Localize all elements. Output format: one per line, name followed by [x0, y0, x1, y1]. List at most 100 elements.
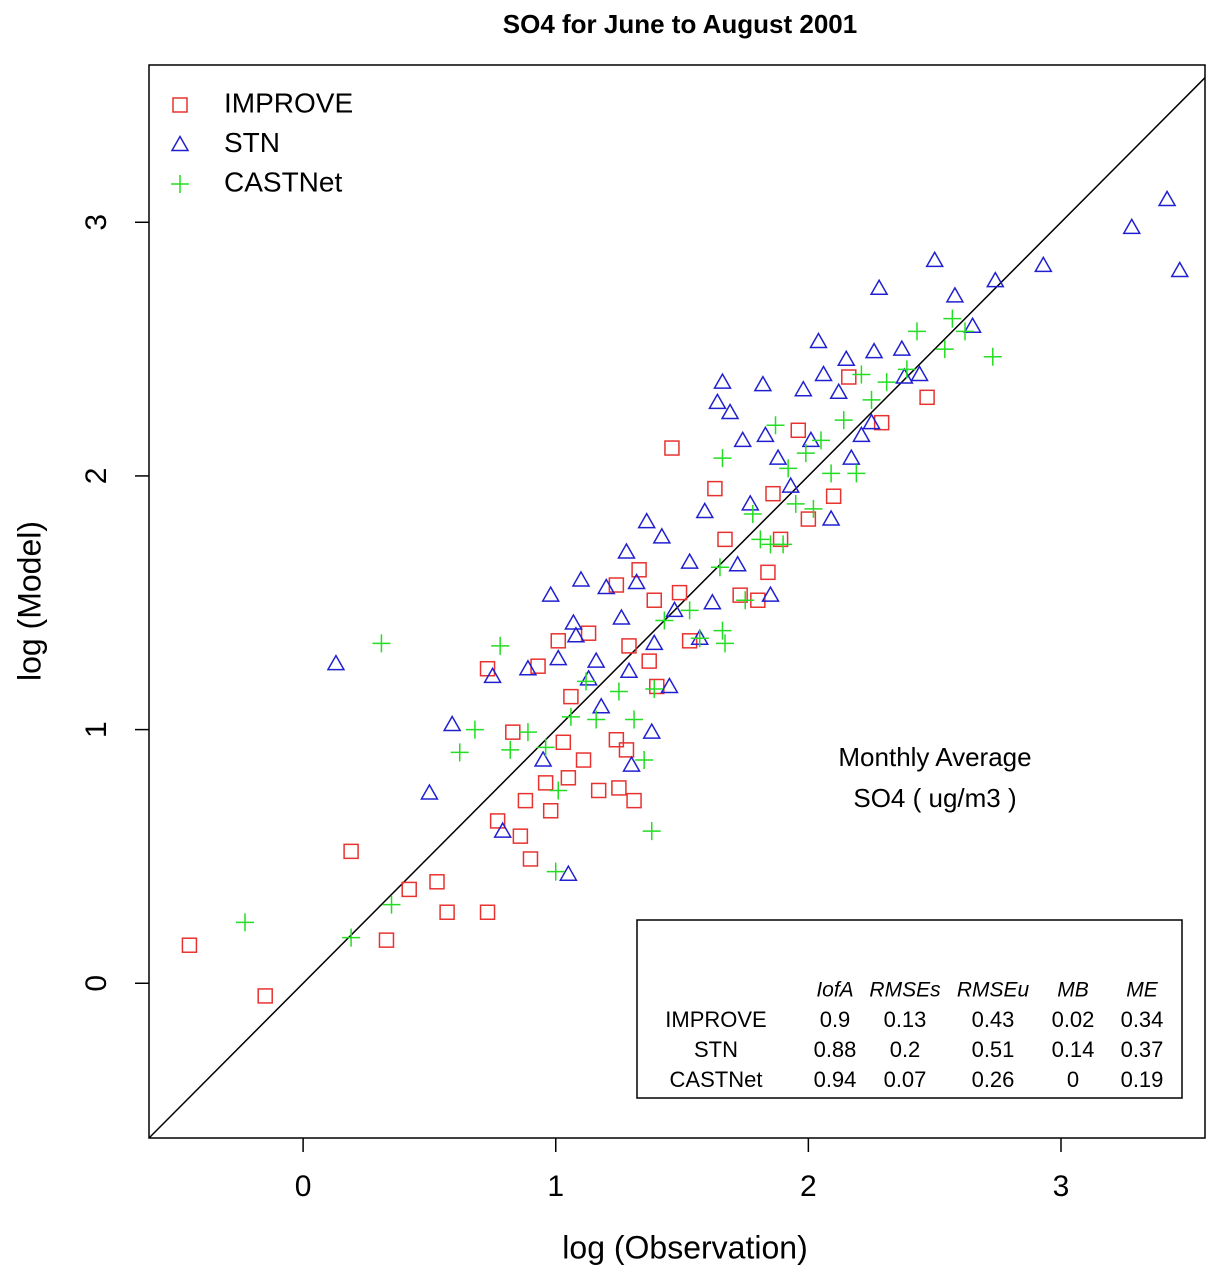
- x-tick-label: 2: [800, 1170, 817, 1203]
- point: [761, 585, 780, 602]
- point: [873, 414, 890, 431]
- point: [549, 781, 568, 800]
- point: [825, 488, 842, 504]
- point: [649, 678, 665, 695]
- y-tick-label: 3: [80, 214, 113, 231]
- point: [1034, 255, 1053, 273]
- point: [945, 286, 965, 303]
- point: [579, 669, 598, 686]
- stats-cell: 0.13: [884, 1007, 927, 1032]
- stats-header: MB: [1057, 979, 1089, 1002]
- point: [501, 740, 520, 759]
- point: [517, 792, 534, 809]
- point: [779, 459, 798, 478]
- point: [575, 752, 592, 768]
- point: [644, 633, 664, 651]
- point: [852, 425, 871, 443]
- point: [800, 511, 817, 527]
- point: [925, 250, 944, 268]
- point: [612, 608, 631, 625]
- point: [590, 782, 607, 799]
- point: [587, 710, 606, 729]
- point: [790, 422, 807, 439]
- point: [708, 392, 727, 410]
- point: [550, 633, 567, 649]
- point: [796, 444, 815, 463]
- point: [642, 722, 662, 739]
- point: [908, 322, 926, 341]
- point: [533, 750, 553, 767]
- x-tick-label: 3: [1053, 1170, 1070, 1203]
- point: [852, 365, 871, 384]
- point: [751, 530, 770, 549]
- stats-row-name: IMPROVE: [665, 1007, 766, 1032]
- point: [577, 672, 596, 691]
- point: [1170, 260, 1190, 278]
- stats-cell: 0.14: [1052, 1037, 1095, 1062]
- point: [740, 494, 760, 511]
- legend-label: IMPROVE: [224, 87, 353, 118]
- point: [571, 570, 591, 587]
- point: [716, 634, 734, 653]
- point: [342, 928, 361, 947]
- point: [641, 653, 657, 669]
- point: [465, 720, 484, 739]
- point: [703, 593, 722, 610]
- point: [829, 382, 848, 399]
- point: [1122, 217, 1142, 235]
- point: [814, 364, 833, 382]
- point: [720, 403, 740, 420]
- point: [372, 634, 391, 653]
- point: [772, 531, 789, 548]
- point: [897, 360, 916, 379]
- point: [493, 821, 512, 838]
- point: [713, 449, 732, 468]
- point: [713, 621, 732, 640]
- point: [483, 666, 502, 684]
- stats-box: [636, 919, 1183, 1099]
- y-tick-label: 0: [80, 975, 113, 992]
- stats-cell: 0.07: [884, 1067, 927, 1092]
- point: [963, 316, 982, 334]
- point: [822, 464, 841, 483]
- point: [717, 531, 733, 548]
- point: [695, 501, 715, 519]
- point: [834, 411, 853, 430]
- point: [710, 558, 729, 577]
- point: [236, 913, 254, 932]
- point: [756, 425, 775, 443]
- point: [935, 340, 954, 359]
- point: [541, 585, 560, 602]
- point: [753, 375, 773, 392]
- stats-cell: 0.88: [814, 1037, 857, 1062]
- stats-cell: 0.94: [814, 1067, 857, 1092]
- point: [862, 413, 881, 430]
- point: [522, 851, 539, 867]
- point: [618, 742, 635, 758]
- point: [564, 613, 583, 630]
- point: [450, 743, 469, 762]
- point: [512, 828, 529, 844]
- stats-row-name: STN: [694, 1037, 738, 1062]
- point: [690, 629, 709, 648]
- point: [713, 372, 732, 389]
- stats-header: RMSEu: [957, 979, 1030, 1002]
- point: [660, 676, 679, 694]
- point: [728, 555, 747, 572]
- point: [635, 751, 654, 770]
- stats-cell: 0: [1067, 1067, 1079, 1092]
- point: [608, 731, 625, 748]
- point: [546, 862, 565, 881]
- point: [563, 688, 579, 705]
- point: [491, 636, 510, 655]
- chart-title: SO4 for June to August 2001: [503, 9, 857, 39]
- point: [560, 770, 577, 786]
- point: [537, 775, 554, 791]
- point: [760, 564, 776, 581]
- point: [836, 349, 856, 367]
- point: [382, 895, 401, 914]
- point: [707, 480, 723, 497]
- point: [736, 591, 755, 610]
- point: [401, 881, 417, 898]
- stats-cell: 0.43: [972, 1007, 1015, 1032]
